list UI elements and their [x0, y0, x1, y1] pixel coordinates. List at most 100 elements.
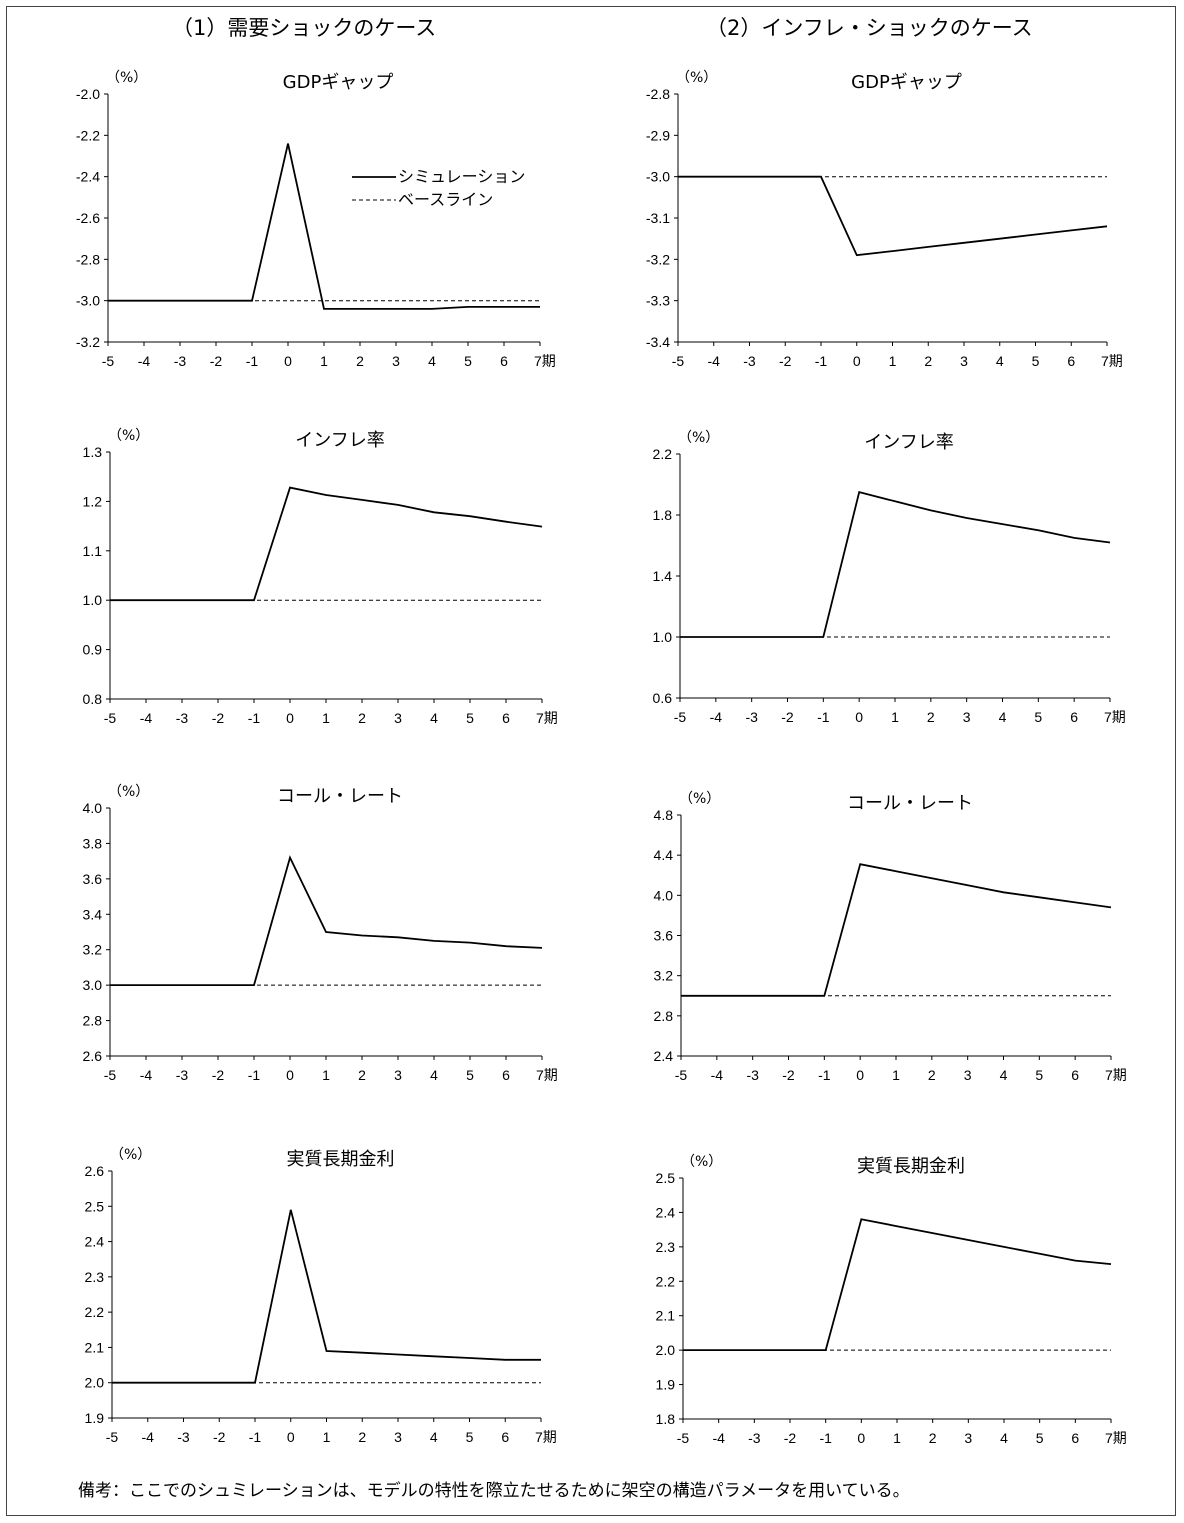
x-tick-label: -3: [745, 709, 758, 725]
x-tick-label: -4: [711, 1067, 724, 1083]
y-tick-label: -3.2: [646, 251, 670, 267]
x-tick-label: 5: [466, 1067, 474, 1083]
x-tick-label: 1: [322, 1067, 330, 1083]
y-tick-label: -2.0: [76, 86, 100, 102]
y-tick-label: 2.3: [85, 1269, 105, 1285]
x-tick-label: 4: [428, 353, 436, 369]
x-tick-label: 0: [853, 353, 861, 369]
simulation-series-line: [110, 855, 543, 986]
x-tick-label: -5: [672, 353, 685, 369]
y-tick-label: 1.8: [653, 507, 673, 523]
unit-label: （%）: [108, 784, 149, 800]
x-tick-label: 6: [1070, 709, 1078, 725]
y-tick-label: -2.8: [76, 251, 100, 267]
chart-title: コール・レート: [847, 793, 973, 814]
x-tick-label: 3: [392, 353, 400, 369]
y-tick-label: 2.8: [83, 1013, 103, 1029]
x-tick-label: -4: [140, 710, 153, 726]
x-tick-label: 5: [1034, 709, 1042, 725]
simulation-series-line: [110, 486, 543, 602]
chart-panel-3: 1.3 1.2 1.1 1.0 0.9 0.8-5 -4 -3 -2 -1 0 1 2 3 4 5 6 7期 （%）…: [83, 428, 558, 726]
x-tick-label: 7期: [1105, 1067, 1127, 1083]
x-tick-label: -1: [249, 1429, 262, 1445]
y-tick-label: 3.2: [654, 968, 674, 984]
chart-panel-6: 4.8 4.4 4.0 3.6 3.2 2.8 2.4-5 -4 -3 -2 -1 0 1 2 3 4 5 6 7期…: [654, 791, 1127, 1083]
footnote: 備考：ここでのシュミレーションは、モデルの特性を際立たせるために架空の構造パラメ…: [78, 1481, 910, 1501]
chart-title: 実質長期金利: [287, 1149, 395, 1170]
unit-label: （%）: [106, 70, 147, 86]
y-tick-label: 1.9: [85, 1410, 105, 1426]
simulation-series-line: [680, 491, 1111, 638]
y-tick-label: 4.4: [654, 847, 674, 863]
y-tick-label: 1.3: [83, 444, 103, 460]
unit-label: （%）: [679, 791, 720, 807]
x-tick-label: 4: [999, 709, 1007, 725]
y-tick-label: 1.8: [656, 1411, 676, 1427]
y-tick-label: 4.8: [654, 807, 674, 823]
y-tick-label: 0.9: [83, 642, 103, 658]
unit-label: （%）: [678, 430, 719, 446]
x-tick-label: 3: [394, 710, 402, 726]
y-tick-label: -2.2: [76, 127, 100, 143]
x-tick-label: -1: [815, 353, 828, 369]
x-tick-label: 4: [1000, 1067, 1008, 1083]
x-tick-label: 0: [855, 709, 863, 725]
y-tick-label: 3.0: [83, 977, 103, 993]
y-tick-label: 4.0: [83, 800, 103, 816]
x-tick-label: 5: [464, 353, 472, 369]
y-tick-label: 3.2: [83, 942, 103, 958]
y-tick-label: 3.6: [654, 928, 674, 944]
x-tick-label: 7期: [1101, 353, 1123, 369]
chart-panel-7: 2.6 2.5 2.4 2.3 2.2 2.1 2.0 1.9-5 -4 -3 -2 -1 0 1 2 3 4 5…: [85, 1147, 557, 1445]
y-tick-label: 2.6: [85, 1163, 105, 1179]
y-tick-label: 0.8: [83, 691, 103, 707]
x-tick-label: -3: [746, 1067, 759, 1083]
x-tick-label: -3: [743, 353, 756, 369]
x-tick-label: -2: [779, 353, 792, 369]
y-tick-label: 2.2: [656, 1273, 676, 1289]
x-tick-label: 5: [466, 710, 474, 726]
y-tick-label: -3.0: [76, 293, 100, 309]
x-tick-label: 7期: [1104, 709, 1126, 725]
x-tick-label: 7期: [1105, 1430, 1127, 1446]
y-tick-label: 2.2: [85, 1304, 105, 1320]
simulation-series-line: [678, 175, 1108, 257]
y-tick-label: 2.1: [85, 1339, 105, 1355]
x-tick-label: -2: [782, 1067, 795, 1083]
y-tick-label: 3.8: [83, 835, 103, 851]
y-tick-label: -3.2: [76, 334, 100, 350]
unit-label: （%）: [676, 70, 717, 86]
y-tick-label: 2.4: [654, 1048, 674, 1064]
legend-baseline-label: ベースライン: [398, 190, 493, 209]
x-tick-label: 3: [964, 1430, 972, 1446]
x-tick-label: 6: [502, 1067, 510, 1083]
chart-title: インフレ率: [295, 430, 384, 451]
simulation-series-line: [112, 1209, 541, 1384]
x-tick-label: -2: [212, 1067, 225, 1083]
x-tick-label: 2: [927, 709, 935, 725]
chart-panel-1: -2.0 -2.2 -2.4 -2.6 -2.8 -3.0 -3.2-5 -4 -3 -2 -1 0 1…: [76, 70, 556, 369]
x-tick-label: 1: [893, 1430, 901, 1446]
x-tick-label: 7期: [535, 1429, 557, 1445]
x-tick-label: 3: [394, 1429, 402, 1445]
x-tick-label: 1: [323, 1429, 331, 1445]
x-tick-label: 5: [1032, 353, 1040, 369]
y-tick-label: 2.3: [656, 1239, 676, 1255]
figure-frame: [6, 6, 1176, 1516]
x-tick-label: 5: [1035, 1067, 1043, 1083]
x-tick-label: -5: [106, 1429, 119, 1445]
column-title-inflation-shock: （2）インフレ・ショックのケース: [706, 16, 1033, 40]
column-title-demand-shock: （1）需要ショックのケース: [172, 16, 437, 40]
chart-title: インフレ率: [864, 432, 953, 453]
x-tick-label: 2: [358, 1429, 366, 1445]
x-tick-label: 3: [960, 353, 968, 369]
x-tick-label: -1: [817, 709, 830, 725]
x-tick-label: 1: [891, 709, 899, 725]
x-tick-label: -4: [710, 709, 723, 725]
x-tick-label: 6: [501, 1429, 509, 1445]
x-tick-label: -2: [781, 709, 794, 725]
x-tick-label: -4: [712, 1430, 725, 1446]
x-tick-label: -2: [210, 353, 223, 369]
x-tick-label: 6: [1071, 1430, 1079, 1446]
